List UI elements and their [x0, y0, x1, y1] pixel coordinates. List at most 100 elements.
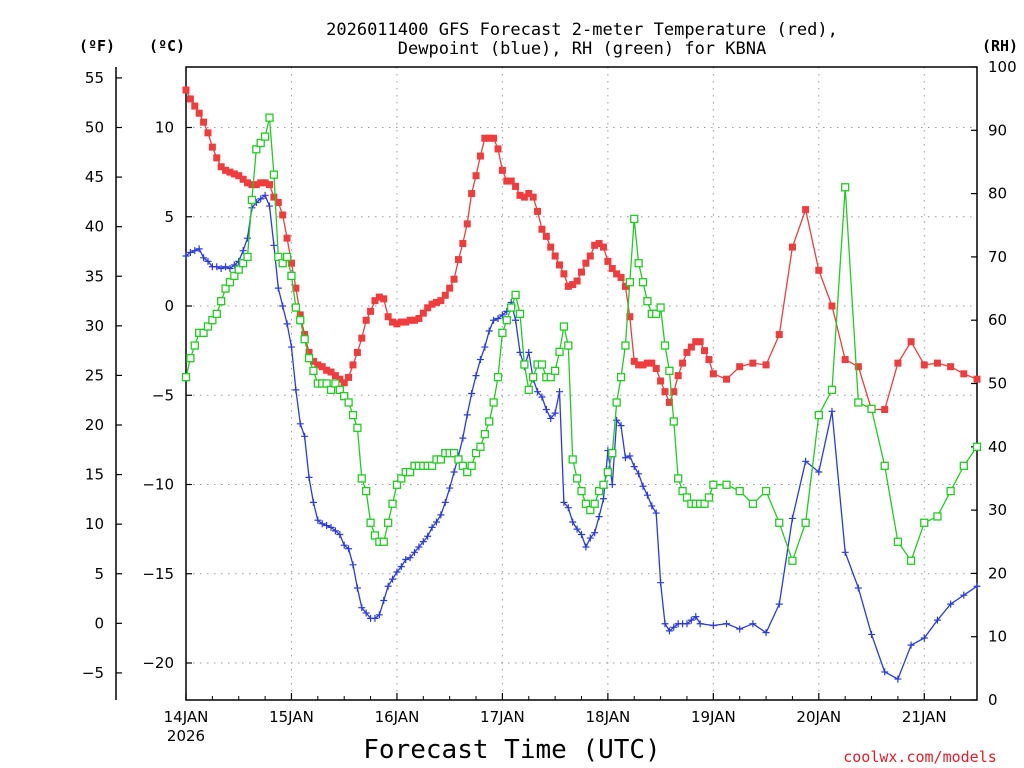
dewpoint-point — [446, 484, 454, 492]
dewpoint-point — [573, 525, 581, 533]
temperature-point — [762, 361, 770, 369]
celsius-axis-unit: (ºC) — [149, 37, 185, 55]
temperature-point — [643, 359, 651, 367]
fahrenheit-tick-label: −5 — [82, 664, 104, 682]
rh-point — [449, 448, 459, 458]
rh-point — [643, 297, 652, 306]
rh-point — [550, 366, 560, 375]
temperature-point — [485, 134, 493, 142]
temperature-point — [222, 166, 230, 174]
time-tick-label: 19JAN — [691, 708, 736, 726]
temperature-point — [933, 359, 941, 367]
dewpoint-point — [894, 675, 902, 683]
time-tick-label: 16JAN — [375, 708, 420, 726]
rh-point — [274, 252, 283, 262]
temperature-point — [182, 86, 190, 94]
dewpoint-point — [608, 481, 616, 488]
temperature-point — [305, 348, 313, 356]
fahrenheit-tick-label: 25 — [85, 366, 104, 384]
temperature-point — [960, 370, 968, 378]
rh-point — [515, 309, 525, 319]
rh-point — [590, 499, 599, 508]
temperature-point — [534, 207, 542, 215]
temperature-point — [309, 357, 317, 365]
dewpoint-point — [683, 620, 691, 628]
temperature-point — [560, 270, 568, 278]
chart-title-line2: Dewpoint (blue), RH (green) for KBNA — [398, 39, 766, 59]
temperature-point — [454, 256, 462, 264]
dewpoint-point — [393, 568, 401, 576]
rh-point — [291, 303, 301, 312]
rh-point — [867, 404, 876, 413]
dewpoint-point — [358, 604, 366, 612]
rh-point — [476, 442, 485, 451]
temperature-point — [274, 198, 282, 206]
temperature-point — [384, 313, 392, 321]
dewpoint-point — [265, 202, 273, 210]
dewpoint-point — [534, 388, 542, 396]
temperature-point — [687, 343, 695, 351]
temperature-point — [723, 375, 731, 383]
temperature-point — [296, 311, 304, 319]
dewpoint-point — [643, 491, 651, 499]
rh-point — [634, 259, 643, 268]
temperature-point — [248, 181, 256, 189]
temperature-point — [525, 190, 533, 198]
rh-point — [296, 316, 305, 325]
rh-point — [287, 271, 296, 281]
dewpoint-point — [476, 356, 484, 364]
dewpoint-point — [591, 529, 599, 537]
rh-point — [383, 518, 393, 527]
rh-point — [208, 316, 217, 325]
fahrenheit-tick-label: 50 — [85, 119, 104, 137]
dewpoint-point — [709, 622, 717, 630]
temperature-point — [239, 175, 247, 183]
temperature-point — [512, 182, 520, 190]
temperature-point — [881, 406, 889, 414]
rh-point — [559, 322, 569, 331]
temperature-point — [235, 172, 243, 180]
temperature-point — [393, 320, 401, 328]
dewpoint-point — [736, 625, 744, 633]
temperature-point — [551, 252, 559, 260]
rh-point — [454, 455, 463, 464]
dewpoint-point — [428, 523, 436, 531]
dewpoint-point — [485, 327, 493, 335]
dewpoint-point — [450, 468, 458, 476]
dewpoint-point — [371, 614, 379, 622]
rh-point — [722, 480, 731, 489]
dewpoint-point — [586, 534, 594, 542]
dewpoint-point — [907, 641, 915, 649]
dewpoint-point — [305, 473, 313, 481]
temperature-point — [586, 252, 594, 260]
temperature-point — [323, 366, 331, 374]
rh-point — [340, 392, 349, 401]
rh-point — [388, 499, 397, 508]
rh-point — [788, 556, 797, 565]
temperature-point — [907, 338, 915, 346]
rh-point — [572, 474, 582, 483]
dewpoint-point — [191, 247, 199, 255]
rh-point — [854, 398, 863, 407]
rh-point — [348, 410, 358, 420]
rh-point — [674, 474, 683, 483]
rh-point — [761, 486, 771, 496]
dewpoint-point — [314, 516, 322, 524]
dewpoint-point — [279, 302, 287, 310]
temperature-point — [920, 361, 928, 369]
temperature-point — [599, 243, 607, 251]
rh-tick-label: 100 — [988, 58, 1017, 76]
rh-point — [827, 385, 837, 394]
temperature-point — [683, 348, 691, 356]
time-tick-label: 20JAN — [796, 708, 841, 726]
time-tick-label: 14JAN — [164, 708, 209, 726]
dewpoint-point — [459, 434, 467, 442]
celsius-tick-label: 5 — [164, 208, 174, 226]
celsius-axis: 10 5 0 −5 −10 −15 −20 — [142, 119, 192, 672]
fahrenheit-tick-label: 55 — [85, 69, 104, 87]
temperature-point — [441, 291, 449, 299]
temperature-point — [419, 309, 427, 317]
temperature-point — [375, 293, 383, 301]
dewpoint-point — [696, 620, 704, 628]
